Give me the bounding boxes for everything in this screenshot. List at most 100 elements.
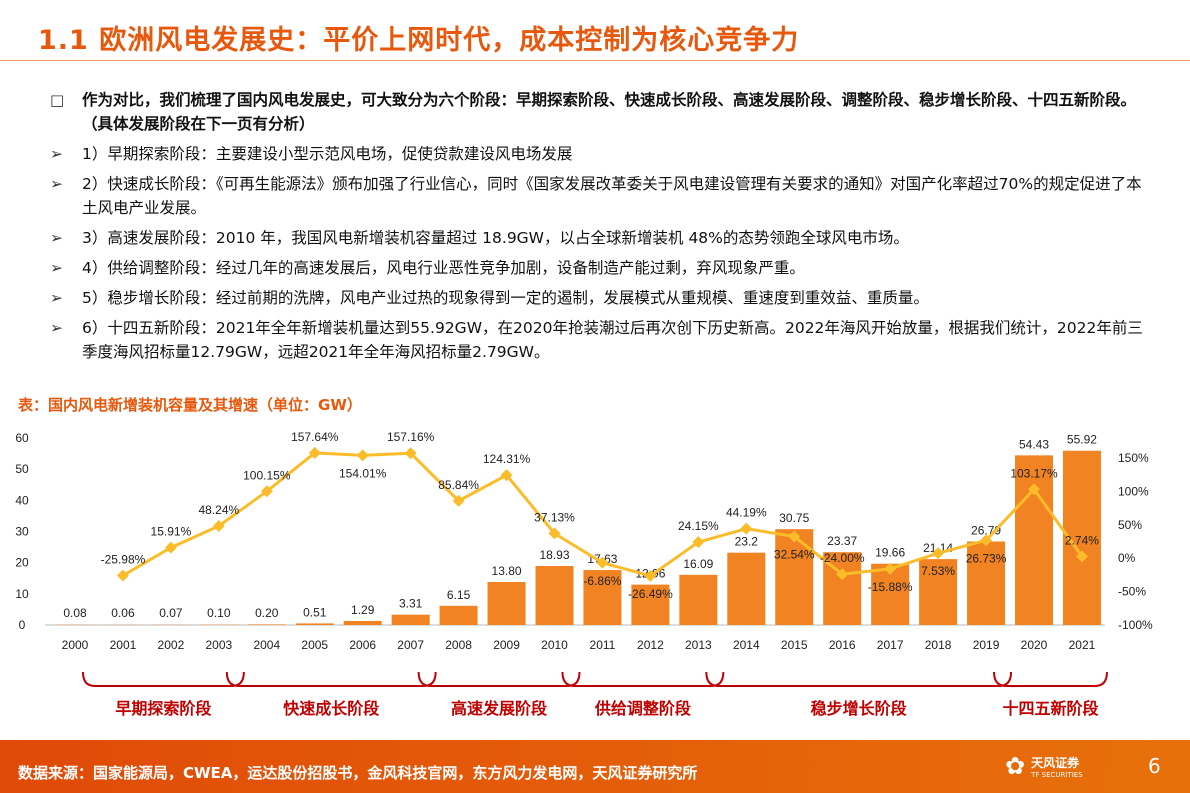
x-axis-tick: 2011 <box>590 638 616 652</box>
growth-label: -6.86% <box>583 574 621 588</box>
right-axis-tick: 0% <box>1118 551 1136 565</box>
arrow-bullet-icon: ➢ <box>50 289 63 307</box>
chart-caption: 表：国内风电新增装机容量及其增速（单位：GW） <box>18 396 362 414</box>
slide-title: 1.1 欧洲风电发展史：平价上网时代，成本控制为核心竞争力 <box>38 25 800 56</box>
right-axis-tick: 150% <box>1118 451 1149 465</box>
bullet-text: 作为对比，我们梳理了国内风电发展史，可大致分为六个阶段：早期探索阶段、快速成长阶… <box>82 91 1137 133</box>
growth-label: -25.98% <box>101 553 146 567</box>
bullet-stage-6: ➢ 6）十四五新阶段：2021年全年新增装机量达到55.92GW，在2020年抢装… <box>50 316 1150 364</box>
growth-label: -24.00% <box>820 551 865 565</box>
bullet-list: □ 作为对比，我们梳理了国内风电发展史，可大致分为六个阶段：早期探索阶段、快速成长… <box>50 88 1150 370</box>
x-axis-tick: 2009 <box>493 638 520 652</box>
x-axis-tick: 2019 <box>973 638 1000 652</box>
stage-bracket <box>705 671 1013 687</box>
x-axis-tick: 2015 <box>781 638 808 652</box>
bullet-stage-3: ➢ 3）高速发展阶段：2010 年，我国风电新增装机容量超过 18.9GW，以占全… <box>50 226 1150 250</box>
bar-2018 <box>919 559 958 625</box>
bar-label: 0.07 <box>159 606 183 620</box>
logo-subtext: TF SECURITIES <box>1031 770 1083 779</box>
arrow-bullet-icon: ➢ <box>50 259 63 277</box>
growth-label: 7.53% <box>921 564 955 578</box>
growth-point-2009 <box>500 469 513 482</box>
x-axis-tick: 2012 <box>637 638 664 652</box>
bar-2009 <box>487 581 526 625</box>
bar-2013 <box>679 574 718 625</box>
right-axis-tick: 100% <box>1118 484 1149 498</box>
bar-label: 23.37 <box>827 534 857 548</box>
bar-2020 <box>1015 455 1053 625</box>
growth-point-2007 <box>404 447 417 460</box>
growth-label: 85.84% <box>438 478 479 492</box>
growth-label: 15.91% <box>151 525 192 539</box>
bar-2015 <box>775 529 814 625</box>
bar-label: 19.66 <box>875 546 905 560</box>
bar-label: 54.43 <box>1019 437 1049 451</box>
bullet-text: 1）早期探索阶段：主要建设小型示范风电场，促使贷款建设风电场发展 <box>82 145 573 163</box>
capacity-growth-chart: 0 10 20 30 40 50 60 -100% -50% 0% 50% 100% 150% 2000 2… <box>15 430 1153 718</box>
x-axis-tick: 2016 <box>829 638 856 652</box>
stage-bracket <box>225 671 437 687</box>
bar-label: 23.2 <box>735 535 759 549</box>
bullet-text: 4）供给调整阶段：经过几年的高速发展后，风电行业恶性竞争加剧，设备制造产能过剩，… <box>82 259 805 277</box>
growth-point-2018 <box>932 547 945 560</box>
growth-point-2004 <box>260 485 273 498</box>
bar-label: 6.15 <box>447 588 471 602</box>
stage-label: 高速发展阶段 <box>451 699 548 718</box>
bar-label: 0.51 <box>303 605 327 619</box>
bullet-text: 5）稳步增长阶段：经过前期的洗牌，风电产业过热的现象得到一定的遏制，发展模式从重… <box>82 289 929 307</box>
data-source: 数据来源：国家能源局，CWEA，运达股份招股书，金风科技官网，东方风力发电网，天… <box>18 764 698 782</box>
x-axis-tick: 2000 <box>62 638 89 652</box>
growth-point-2013 <box>692 536 705 549</box>
growth-point-2012 <box>644 569 657 582</box>
bar-label: 30.75 <box>779 511 809 525</box>
growth-label: 154.01% <box>339 466 387 480</box>
arrow-bullet-icon: ➢ <box>50 229 63 247</box>
bar-label: 0.20 <box>255 606 279 620</box>
bar-2012 <box>631 584 670 625</box>
growth-label: -15.88% <box>868 580 913 594</box>
right-axis-tick: 50% <box>1118 518 1142 532</box>
x-axis-tick: 2007 <box>397 638 424 652</box>
arrow-bullet-icon: ➢ <box>50 175 63 193</box>
bar-2010 <box>535 566 574 625</box>
x-axis-tick: 2006 <box>349 638 376 652</box>
x-axis-tick: 2017 <box>877 638 904 652</box>
logo-text: 天风证券 <box>1031 755 1080 770</box>
growth-label: 48.24% <box>198 503 239 517</box>
growth-point-2002 <box>164 541 177 554</box>
bar-2014 <box>727 552 766 625</box>
bar-label: 55.92 <box>1067 433 1097 447</box>
bullet-stage-5: ➢ 5）稳步增长阶段：经过前期的洗牌，风电产业过热的现象得到一定的遏制，发展模式从… <box>50 286 1150 310</box>
growth-label: 103.17% <box>1010 466 1058 480</box>
growth-label: 44.19% <box>726 506 767 520</box>
left-axis-tick: 10 <box>15 587 29 601</box>
x-axis-tick: 2002 <box>158 638 185 652</box>
bullet-intro: □ 作为对比，我们梳理了国内风电发展史，可大致分为六个阶段：早期探索阶段、快速成长… <box>50 88 1150 136</box>
x-axis-tick: 2008 <box>445 638 472 652</box>
x-axis-tick: 2021 <box>1069 638 1096 652</box>
left-axis-tick: 20 <box>15 556 29 570</box>
x-axis-tick: 2001 <box>110 638 137 652</box>
stage-bracket <box>993 671 1108 687</box>
growth-point-2008 <box>452 494 465 507</box>
growth-label: 157.64% <box>291 430 339 444</box>
bar-2004 <box>247 624 286 625</box>
x-axis-tick: 2020 <box>1021 638 1048 652</box>
left-axis-tick: 60 <box>15 431 29 445</box>
footer-bar: 数据来源：国家能源局，CWEA，运达股份招股书，金风科技官网，东方风力发电网，天… <box>0 740 1190 793</box>
left-axis-tick: 50 <box>15 462 29 476</box>
bar-2011 <box>583 570 622 625</box>
growth-point-2015 <box>788 530 801 543</box>
growth-point-2011 <box>596 556 609 569</box>
x-axis-tick: 2018 <box>925 638 952 652</box>
bar-label: 0.10 <box>207 606 231 620</box>
bar-label: 0.06 <box>111 606 135 620</box>
stage-bracket <box>561 671 725 687</box>
growth-point-2001 <box>116 569 129 582</box>
bullet-stage-2: ➢ 2）快速成长阶段：《可再生能源法》颁布加强了行业信心，同时《国家发展改革委关于… <box>50 172 1150 220</box>
left-axis-tick: 30 <box>15 525 29 539</box>
arrow-bullet-icon: ➢ <box>50 145 63 163</box>
bar-2007 <box>391 614 430 625</box>
bullet-text: 6）十四五新阶段：2021年全年新增装机量达到55.92GW，在2020年抢装潮… <box>82 319 1143 361</box>
growth-label: 26.73% <box>966 551 1007 565</box>
